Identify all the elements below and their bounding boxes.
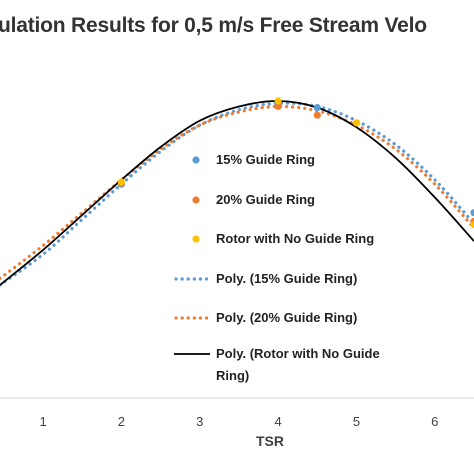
point-15-guide-ring: [470, 209, 474, 217]
legend-symbol: [192, 235, 200, 243]
legend-label: Poly. (Rotor with No Guide Ring): [216, 346, 380, 383]
point-rotor-with-no-guide-ring: [470, 221, 474, 229]
legend-label: 20% Guide Ring: [216, 192, 315, 207]
point-20-guide-ring: [313, 111, 321, 119]
chart-title-text: ulation Results for 0,5 m/s Free Stream …: [0, 14, 427, 37]
x-tick-label: 2: [118, 414, 125, 429]
series-layer: [0, 97, 474, 287]
point-rotor-with-no-guide-ring: [352, 119, 361, 127]
legend-symbol: [192, 156, 200, 164]
legend: 15% Guide Ring 20% Guide Ring Rotor with N…: [174, 152, 380, 383]
legend-label: 15% Guide Ring: [216, 152, 315, 167]
trendline-poly-15-guide-ring: [0, 101, 474, 287]
legend-label: Poly. (15% Guide Ring): [216, 271, 357, 286]
x-axis-label: TSR: [256, 433, 284, 449]
legend-entry-poly-rotor-with-no-guide-ring: Poly. (Rotor with No Guide Ring): [174, 346, 380, 383]
legend-entry-poly-20-guide-ring: Poly. (20% Guide Ring): [174, 310, 357, 325]
x-tick-label: 6: [431, 414, 438, 429]
point-rotor-with-no-guide-ring: [117, 178, 125, 186]
chart-title: ulation Results for 0,5 m/s Free Stream …: [0, 14, 474, 44]
point-20-guide-ring: [274, 102, 282, 111]
legend-label: Poly. (20% Guide Ring): [216, 310, 357, 325]
x-tick-label: 4: [274, 414, 281, 429]
legend-entry-15-guide-ring: 15% Guide Ring: [192, 152, 315, 167]
legend-entry-20-guide-ring: 20% Guide Ring: [192, 192, 315, 207]
legend-symbol: [192, 196, 200, 204]
trendline-poly-20-guide-ring: [0, 104, 474, 280]
legend-entry-rotor-with-no-guide-ring: Rotor with No Guide Ring: [192, 231, 374, 246]
trendline-poly-rotor-with-no-guide-ring: [0, 100, 474, 286]
x-tick-label: 1: [39, 414, 46, 429]
legend-entry-poly-15-guide-ring: Poly. (15% Guide Ring): [174, 271, 357, 286]
x-tick-label: 5: [353, 414, 360, 429]
point-rotor-with-no-guide-ring: [274, 97, 282, 105]
x-tick-label: 3: [196, 414, 203, 429]
point-15-guide-ring: [313, 104, 321, 112]
x-tick-labels: 1 2 3 4 5 6: [39, 414, 438, 429]
legend-label: Rotor with No Guide Ring: [216, 231, 374, 246]
